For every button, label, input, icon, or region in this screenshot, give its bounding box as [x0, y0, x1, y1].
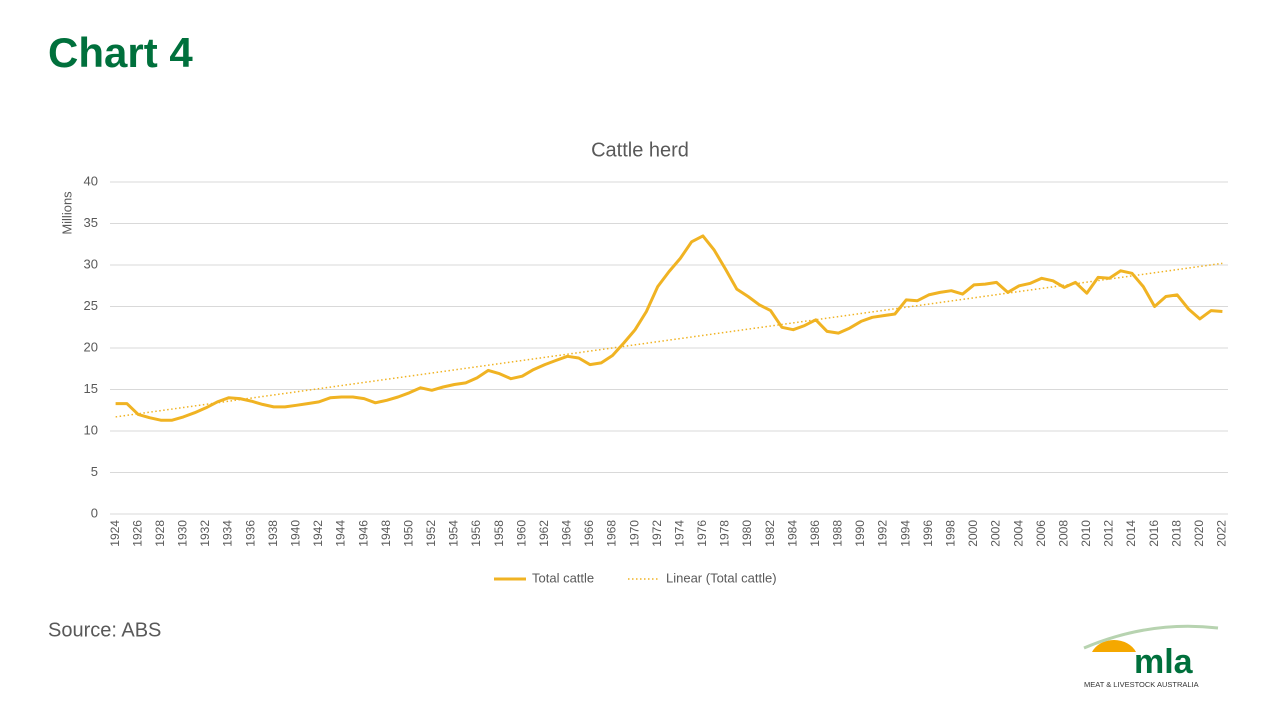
trend-line — [115, 262, 1223, 418]
y-tick-label: 15 — [84, 381, 98, 396]
x-tick-label: 2008 — [1056, 520, 1070, 547]
x-tick-label: 2020 — [1192, 520, 1206, 547]
x-tick-label: 1954 — [447, 520, 461, 547]
x-tick-label: 1944 — [334, 520, 348, 547]
x-tick-label: 2002 — [989, 520, 1003, 547]
logo: mla MEAT & LIVESTOCK AUSTRALIA — [1083, 624, 1219, 689]
x-tick-label: 1986 — [808, 520, 822, 547]
legend-label: Linear (Total cattle) — [666, 570, 777, 585]
x-tick-label: 1982 — [763, 520, 777, 547]
x-tick-label: 1958 — [492, 520, 506, 547]
logo-text: mla — [1134, 643, 1194, 681]
x-tick-label: 1978 — [718, 520, 732, 547]
x-tick-label: 2014 — [1124, 520, 1138, 547]
y-tick-label: 35 — [84, 215, 98, 230]
x-tick-label: 1926 — [130, 520, 144, 547]
x-tick-label: 1992 — [876, 520, 890, 547]
x-tick-label: 1946 — [356, 520, 370, 547]
x-tick-label: 1968 — [605, 520, 619, 547]
x-tick-label: 1956 — [469, 520, 483, 547]
x-tick-label: 2022 — [1215, 520, 1229, 547]
y-tick-label: 20 — [84, 339, 98, 354]
x-tick-label: 2000 — [966, 520, 980, 547]
x-tick-label: 1940 — [289, 520, 303, 547]
y-axis-label: Millions — [59, 191, 74, 235]
x-tick-label: 2012 — [1102, 520, 1116, 547]
x-tick-label: 1960 — [514, 520, 528, 547]
y-tick-label: 30 — [84, 256, 98, 271]
x-tick-label: 2006 — [1034, 520, 1048, 547]
x-tick-label: 1932 — [198, 520, 212, 547]
x-tick-label: 2004 — [1011, 520, 1025, 547]
x-tick-label: 1998 — [943, 520, 957, 547]
x-tick-label: 1964 — [560, 520, 574, 547]
data-line — [115, 234, 1223, 422]
x-tick-label: 1966 — [582, 520, 596, 547]
logo-sun — [1092, 639, 1136, 652]
y-tick-label: 40 — [84, 173, 98, 188]
x-tick-label: 2010 — [1079, 520, 1093, 547]
y-tick-label: 25 — [84, 298, 98, 313]
x-tick-label: 2016 — [1147, 520, 1161, 547]
logo-caption: MEAT & LIVESTOCK AUSTRALIA — [1084, 680, 1199, 689]
y-tick-label: 5 — [91, 464, 98, 479]
slide-title: Chart 4 — [48, 29, 193, 76]
x-tick-label: 1938 — [266, 520, 280, 547]
source: Source: ABS — [48, 619, 161, 641]
x-tick-label: 1934 — [221, 520, 235, 547]
chart-title: Cattle herd — [591, 139, 689, 161]
x-tick-label: 1950 — [401, 520, 415, 547]
x-tick-label: 1924 — [108, 520, 122, 547]
y-tick-label: 10 — [84, 422, 98, 437]
x-tick-label: 1936 — [243, 520, 257, 547]
x-tick-label: 1976 — [695, 520, 709, 547]
x-tick-label: 1942 — [311, 520, 325, 547]
logo-arc — [1083, 624, 1219, 650]
x-tick-label: 1962 — [537, 520, 551, 547]
x-tick-label: 1928 — [153, 520, 167, 547]
x-tick-label: 1996 — [921, 520, 935, 547]
x-tick-label: 1990 — [853, 520, 867, 547]
x-tick-label: 1988 — [831, 520, 845, 547]
x-tick-label: 1948 — [379, 520, 393, 547]
x-tick-label: 1984 — [785, 520, 799, 547]
x-tick-label: 1952 — [424, 520, 438, 547]
x-tick-label: 1980 — [740, 520, 754, 547]
x-tick-label: 1994 — [898, 520, 912, 547]
y-tick-label: 0 — [91, 505, 98, 520]
x-tick-label: 1970 — [627, 520, 641, 547]
x-tick-label: 2018 — [1169, 520, 1183, 547]
x-tick-label: 1930 — [176, 520, 190, 547]
legend-label: Total cattle — [532, 570, 594, 585]
x-tick-label: 1974 — [672, 520, 686, 547]
x-tick-label: 1972 — [650, 520, 664, 547]
